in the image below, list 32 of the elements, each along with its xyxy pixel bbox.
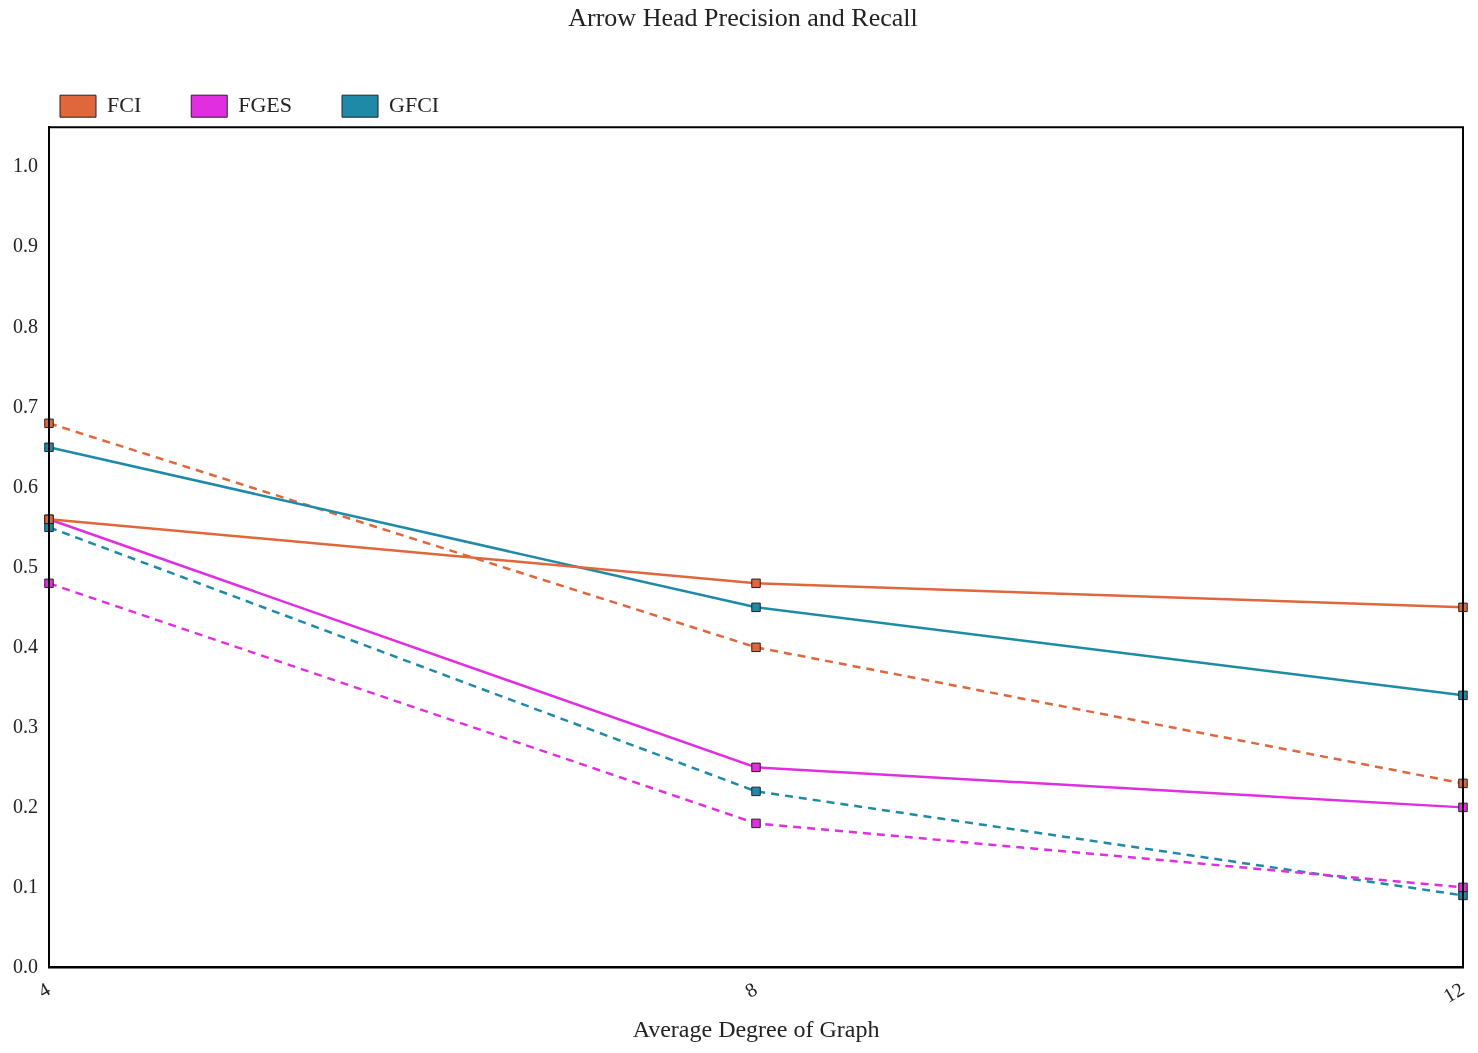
point [751, 642, 761, 653]
y-tick-label: 1.0 [13, 154, 38, 177]
y-tick-label: 0.4 [13, 634, 38, 657]
y-tick-label: 0.9 [13, 234, 38, 257]
point [751, 578, 761, 589]
chart-title: Arrow Head Precision and Recall [568, 3, 918, 33]
y-tick-label: 0.1 [13, 874, 38, 897]
y-tick-label: 0.5 [13, 554, 38, 577]
x-axis-title: Average Degree of Graph [632, 1015, 880, 1042]
point [1458, 690, 1468, 701]
point [751, 786, 761, 797]
y-tick-label: 0.8 [13, 314, 38, 337]
point [751, 602, 761, 613]
point [44, 578, 54, 589]
point [44, 418, 54, 429]
y-tick-label: 0.6 [13, 474, 38, 497]
point [1458, 778, 1468, 789]
point [1458, 802, 1468, 813]
legend-label: FGES [238, 91, 293, 117]
y-tick-label: 0.3 [13, 714, 38, 737]
point [44, 442, 54, 453]
legend-label: FCI [107, 91, 142, 117]
y-tick-label: 0.7 [13, 394, 38, 417]
point [751, 818, 761, 829]
point [1458, 602, 1468, 613]
legend-label: GFCI [389, 91, 440, 117]
point [751, 762, 761, 773]
y-tick-label: 0.0 [13, 954, 38, 977]
x-tick-label: 12 [1439, 977, 1468, 1007]
x-tick-label: 8 [740, 977, 761, 1002]
x-tick-label: 4 [33, 977, 54, 1002]
y-tick-label: 0.2 [13, 794, 38, 817]
